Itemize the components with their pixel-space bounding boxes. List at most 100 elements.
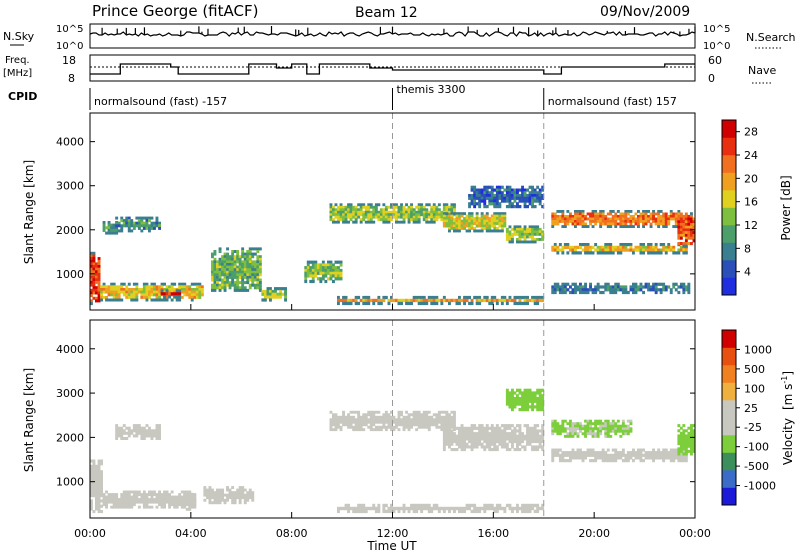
- power-cell: [455, 214, 459, 218]
- power-cell: [92, 254, 96, 258]
- power-cell: [213, 270, 217, 274]
- power-cell: [536, 232, 540, 236]
- power-cell: [621, 217, 625, 221]
- power-cell: [490, 199, 494, 203]
- power-cell: [528, 185, 532, 189]
- power-cell: [475, 222, 479, 225]
- velocity-cell: [422, 410, 426, 414]
- power-cell: [674, 212, 678, 216]
- velocity-cell: [538, 506, 542, 511]
- velocity-cell: [442, 429, 446, 433]
- velocity-cell: [460, 509, 464, 514]
- velocity-cell: [178, 495, 182, 499]
- velocity-cell: [644, 451, 648, 455]
- velocity-cell: [684, 434, 688, 438]
- power-cell: [226, 275, 229, 279]
- power-cell: [493, 298, 497, 303]
- power-cell: [352, 215, 356, 219]
- power-cell: [354, 208, 358, 212]
- velocity-cell: [662, 453, 666, 457]
- power-cell: [122, 224, 126, 228]
- velocity-cell: [445, 442, 449, 446]
- velocity-cell: [155, 429, 159, 433]
- power-cell: [616, 215, 620, 218]
- velocity-cell: [463, 509, 466, 514]
- velocity-echo-region: [505, 388, 545, 412]
- velocity-cell: [432, 506, 436, 511]
- power-cell: [495, 227, 499, 230]
- power-cell: [495, 229, 499, 233]
- velocity-cell: [415, 503, 419, 508]
- velocity-cell: [145, 431, 149, 435]
- power-cell: [591, 210, 595, 213]
- velocity-cell: [513, 399, 517, 403]
- power-cell: [324, 279, 328, 284]
- power-cell: [639, 248, 643, 252]
- velocity-cell: [150, 493, 154, 496]
- power-cell: [241, 273, 245, 277]
- velocity-cell: [442, 440, 446, 444]
- power-cell: [649, 243, 653, 247]
- power-cell: [415, 295, 419, 300]
- power-cell: [624, 210, 628, 213]
- power-cell: [480, 188, 484, 192]
- velocity-cell: [576, 456, 580, 460]
- power-cell: [606, 225, 610, 228]
- power-cell: [518, 295, 522, 300]
- power-cell: [193, 290, 197, 294]
- power-cell: [354, 213, 358, 217]
- velocity-cell: [168, 495, 171, 499]
- power-cell: [367, 213, 371, 217]
- velocity-cell: [526, 432, 529, 436]
- power-cell: [211, 275, 214, 279]
- power-cell: [90, 265, 93, 268]
- power-cell: [347, 203, 350, 207]
- power-cell: [142, 221, 146, 225]
- power-cell: [158, 226, 161, 230]
- velocity-cell: [387, 506, 391, 511]
- velocity-cell: [682, 444, 686, 448]
- power-echo-region: [304, 260, 343, 284]
- power-cell: [468, 212, 471, 216]
- power-cell: [475, 219, 479, 223]
- power-cell: [168, 292, 171, 296]
- velocity-cell: [596, 434, 600, 438]
- velocity-cell: [629, 453, 633, 457]
- velocity-cell: [120, 429, 124, 433]
- velocity-cell: [357, 420, 361, 424]
- velocity-cell: [682, 452, 686, 456]
- velocity-cell: [505, 503, 509, 508]
- power-cell: [483, 219, 487, 223]
- power-cell: [432, 203, 436, 207]
- velocity-cell: [495, 503, 499, 508]
- velocity-cell: [604, 422, 608, 426]
- power-cell: [642, 245, 645, 249]
- velocity-cell: [400, 410, 403, 414]
- power-cell: [226, 263, 229, 266]
- power-cell: [269, 295, 272, 299]
- power-cell: [233, 275, 237, 279]
- velocity-cell: [158, 490, 161, 494]
- power-cell: [150, 216, 154, 220]
- power-cell: [349, 203, 353, 207]
- power-cell: [505, 205, 509, 209]
- power-cell: [493, 222, 497, 225]
- velocity-cell: [142, 498, 146, 501]
- power-cell: [140, 290, 144, 294]
- power-cell: [238, 263, 242, 266]
- velocity-cell: [445, 432, 449, 436]
- velocity-cell: [329, 425, 333, 429]
- velocity-cell: [130, 429, 134, 433]
- velocity-cell: [526, 503, 529, 508]
- power-cell: [226, 283, 229, 287]
- power-cell: [677, 223, 681, 227]
- velocity-cell: [243, 488, 247, 492]
- power-cell: [422, 218, 426, 222]
- power-cell: [611, 248, 615, 252]
- power-cell: [231, 250, 235, 253]
- power-cell: [102, 221, 106, 224]
- power-cell: [253, 247, 257, 251]
- velocity-cell: [241, 486, 245, 489]
- velocity-cell: [193, 502, 197, 506]
- power-cell: [468, 196, 471, 200]
